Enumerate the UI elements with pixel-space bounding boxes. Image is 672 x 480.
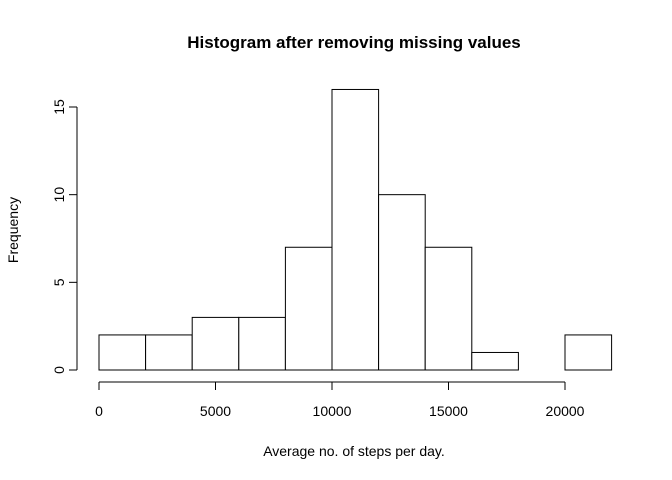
- histogram-bar-7: [424, 246, 473, 371]
- y-axis-label: Frequency: [5, 197, 21, 263]
- x-tick-label: 10000: [313, 403, 352, 419]
- histogram-bar-1: [145, 334, 193, 371]
- histogram-bar-3: [238, 316, 286, 371]
- histogram-bar-4: [284, 246, 333, 371]
- y-tick-label: 5: [51, 278, 67, 286]
- bars-group: [98, 88, 613, 371]
- x-axis-label: Average no. of steps per day.: [263, 443, 445, 459]
- y-axis: 0 5 10 15: [51, 99, 78, 374]
- histogram-bar-5: [331, 88, 380, 371]
- x-tick-label: 20000: [546, 403, 585, 419]
- histogram-bar-2: [191, 316, 240, 371]
- x-tick-label: 5000: [200, 403, 231, 419]
- histogram-bar-8: [471, 351, 519, 371]
- y-tick-label: 15: [51, 99, 67, 115]
- chart-title: Histogram after removing missing values: [187, 33, 521, 52]
- y-tick-label: 0: [51, 366, 67, 374]
- x-tick-label: 15000: [429, 403, 468, 419]
- y-tick-label: 10: [51, 187, 67, 203]
- histogram-bar-10: [564, 334, 613, 371]
- x-axis: 0 5000 10000 15000 20000: [95, 381, 585, 419]
- x-tick-label: 0: [95, 403, 103, 419]
- histogram-bar-0: [98, 334, 147, 371]
- histogram-bar-6: [378, 194, 426, 371]
